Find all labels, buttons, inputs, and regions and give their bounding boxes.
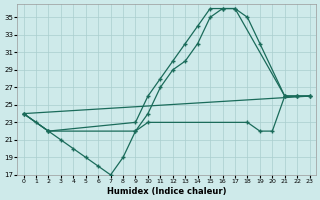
X-axis label: Humidex (Indice chaleur): Humidex (Indice chaleur) [107,187,226,196]
